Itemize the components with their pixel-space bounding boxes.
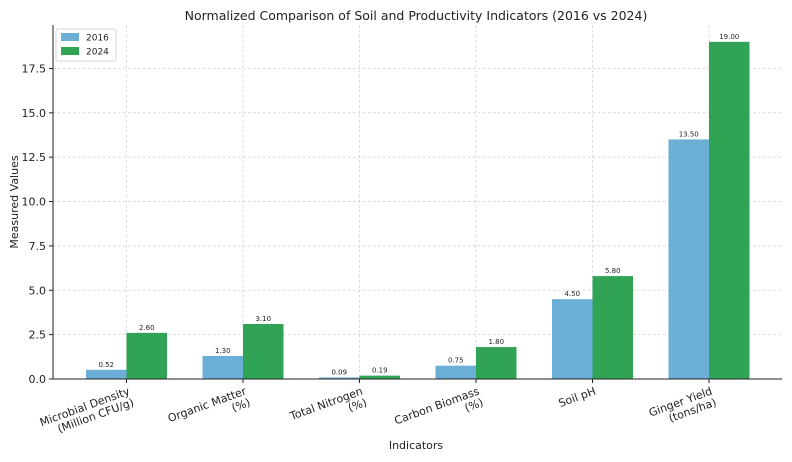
legend-label-2024: 2024 — [86, 48, 109, 58]
x-ticks: Microbial Density(Million CFU/g) Organic … — [38, 379, 718, 440]
bar-2016-0 — [86, 369, 127, 379]
x-tick-label: Organic Matter(%) — [166, 384, 252, 436]
x-tick-label-line: (%) — [346, 396, 368, 415]
bar-value-label: 0.52 — [98, 361, 114, 369]
chart-title: Normalized Comparison of Soil and Produc… — [185, 8, 648, 23]
bars — [86, 41, 750, 379]
bar-2024-0 — [126, 332, 167, 379]
legend-swatch-2024 — [61, 47, 79, 55]
bar-value-label: 0.09 — [331, 368, 347, 376]
bar-value-label: 1.30 — [215, 347, 231, 355]
bar-value-label: 13.50 — [679, 130, 699, 138]
bar-2016-2 — [319, 377, 360, 379]
bar-2024-1 — [243, 323, 284, 379]
bar-2016-5 — [668, 139, 709, 379]
data-labels: 0.52 1.30 0.09 0.75 4.50 13.50 2.60 3.10 0.19 1.8… — [98, 33, 739, 377]
x-tick-label: Microbial Density(Million CFU/g) — [38, 384, 136, 440]
x-tick-label: Total Nitrogen(%) — [287, 385, 368, 435]
bar-2024-2 — [359, 375, 400, 379]
bar-2016-3 — [435, 365, 476, 379]
bar-2016-4 — [552, 299, 593, 379]
legend-label-2016: 2016 — [86, 34, 109, 44]
bar-value-label: 1.80 — [488, 338, 504, 346]
y-tick-label: 17.5 — [22, 62, 47, 75]
y-tick-label: 7.5 — [29, 240, 47, 253]
y-ticks: 0.0 2.5 5.0 7.5 10.0 12.5 15.0 17.5 — [22, 62, 53, 386]
bar-value-label: 4.50 — [564, 290, 580, 298]
bar-value-label: 2.60 — [139, 324, 155, 332]
bar-value-label: 5.80 — [605, 267, 621, 275]
bar-2016-1 — [202, 355, 243, 379]
bar-value-label: 19.00 — [719, 33, 739, 41]
grid — [53, 25, 782, 380]
legend: 2016 2024 — [55, 28, 117, 62]
y-tick-label: 15.0 — [22, 107, 47, 120]
bar-2024-4 — [592, 276, 633, 379]
y-tick-label: 2.5 — [29, 329, 47, 342]
x-tick-label-line: Soil pH — [557, 385, 598, 410]
legend-swatch-2016 — [61, 33, 79, 41]
bar-2024-5 — [709, 41, 750, 379]
x-tick-label: Ginger Yield(tons/ha) — [647, 385, 718, 431]
bar-value-label: 0.19 — [372, 367, 388, 375]
bar-2024-3 — [476, 347, 517, 379]
y-tick-label: 0.0 — [29, 373, 47, 386]
x-tick-label: Soil pH — [557, 385, 598, 410]
x-axis-title: Indicators — [389, 439, 444, 452]
bar-value-label: 0.75 — [448, 357, 464, 365]
y-tick-label: 5.0 — [29, 284, 47, 297]
x-tick-label-line: (%) — [463, 396, 485, 415]
y-tick-label: 10.0 — [22, 196, 47, 209]
y-tick-label: 12.5 — [22, 151, 47, 164]
x-tick-label: Carbon Biomass(%) — [393, 385, 486, 439]
bar-value-label: 3.10 — [255, 315, 271, 323]
y-axis-title: Measured Values — [8, 155, 21, 248]
x-tick-label-line: (%) — [230, 396, 252, 415]
